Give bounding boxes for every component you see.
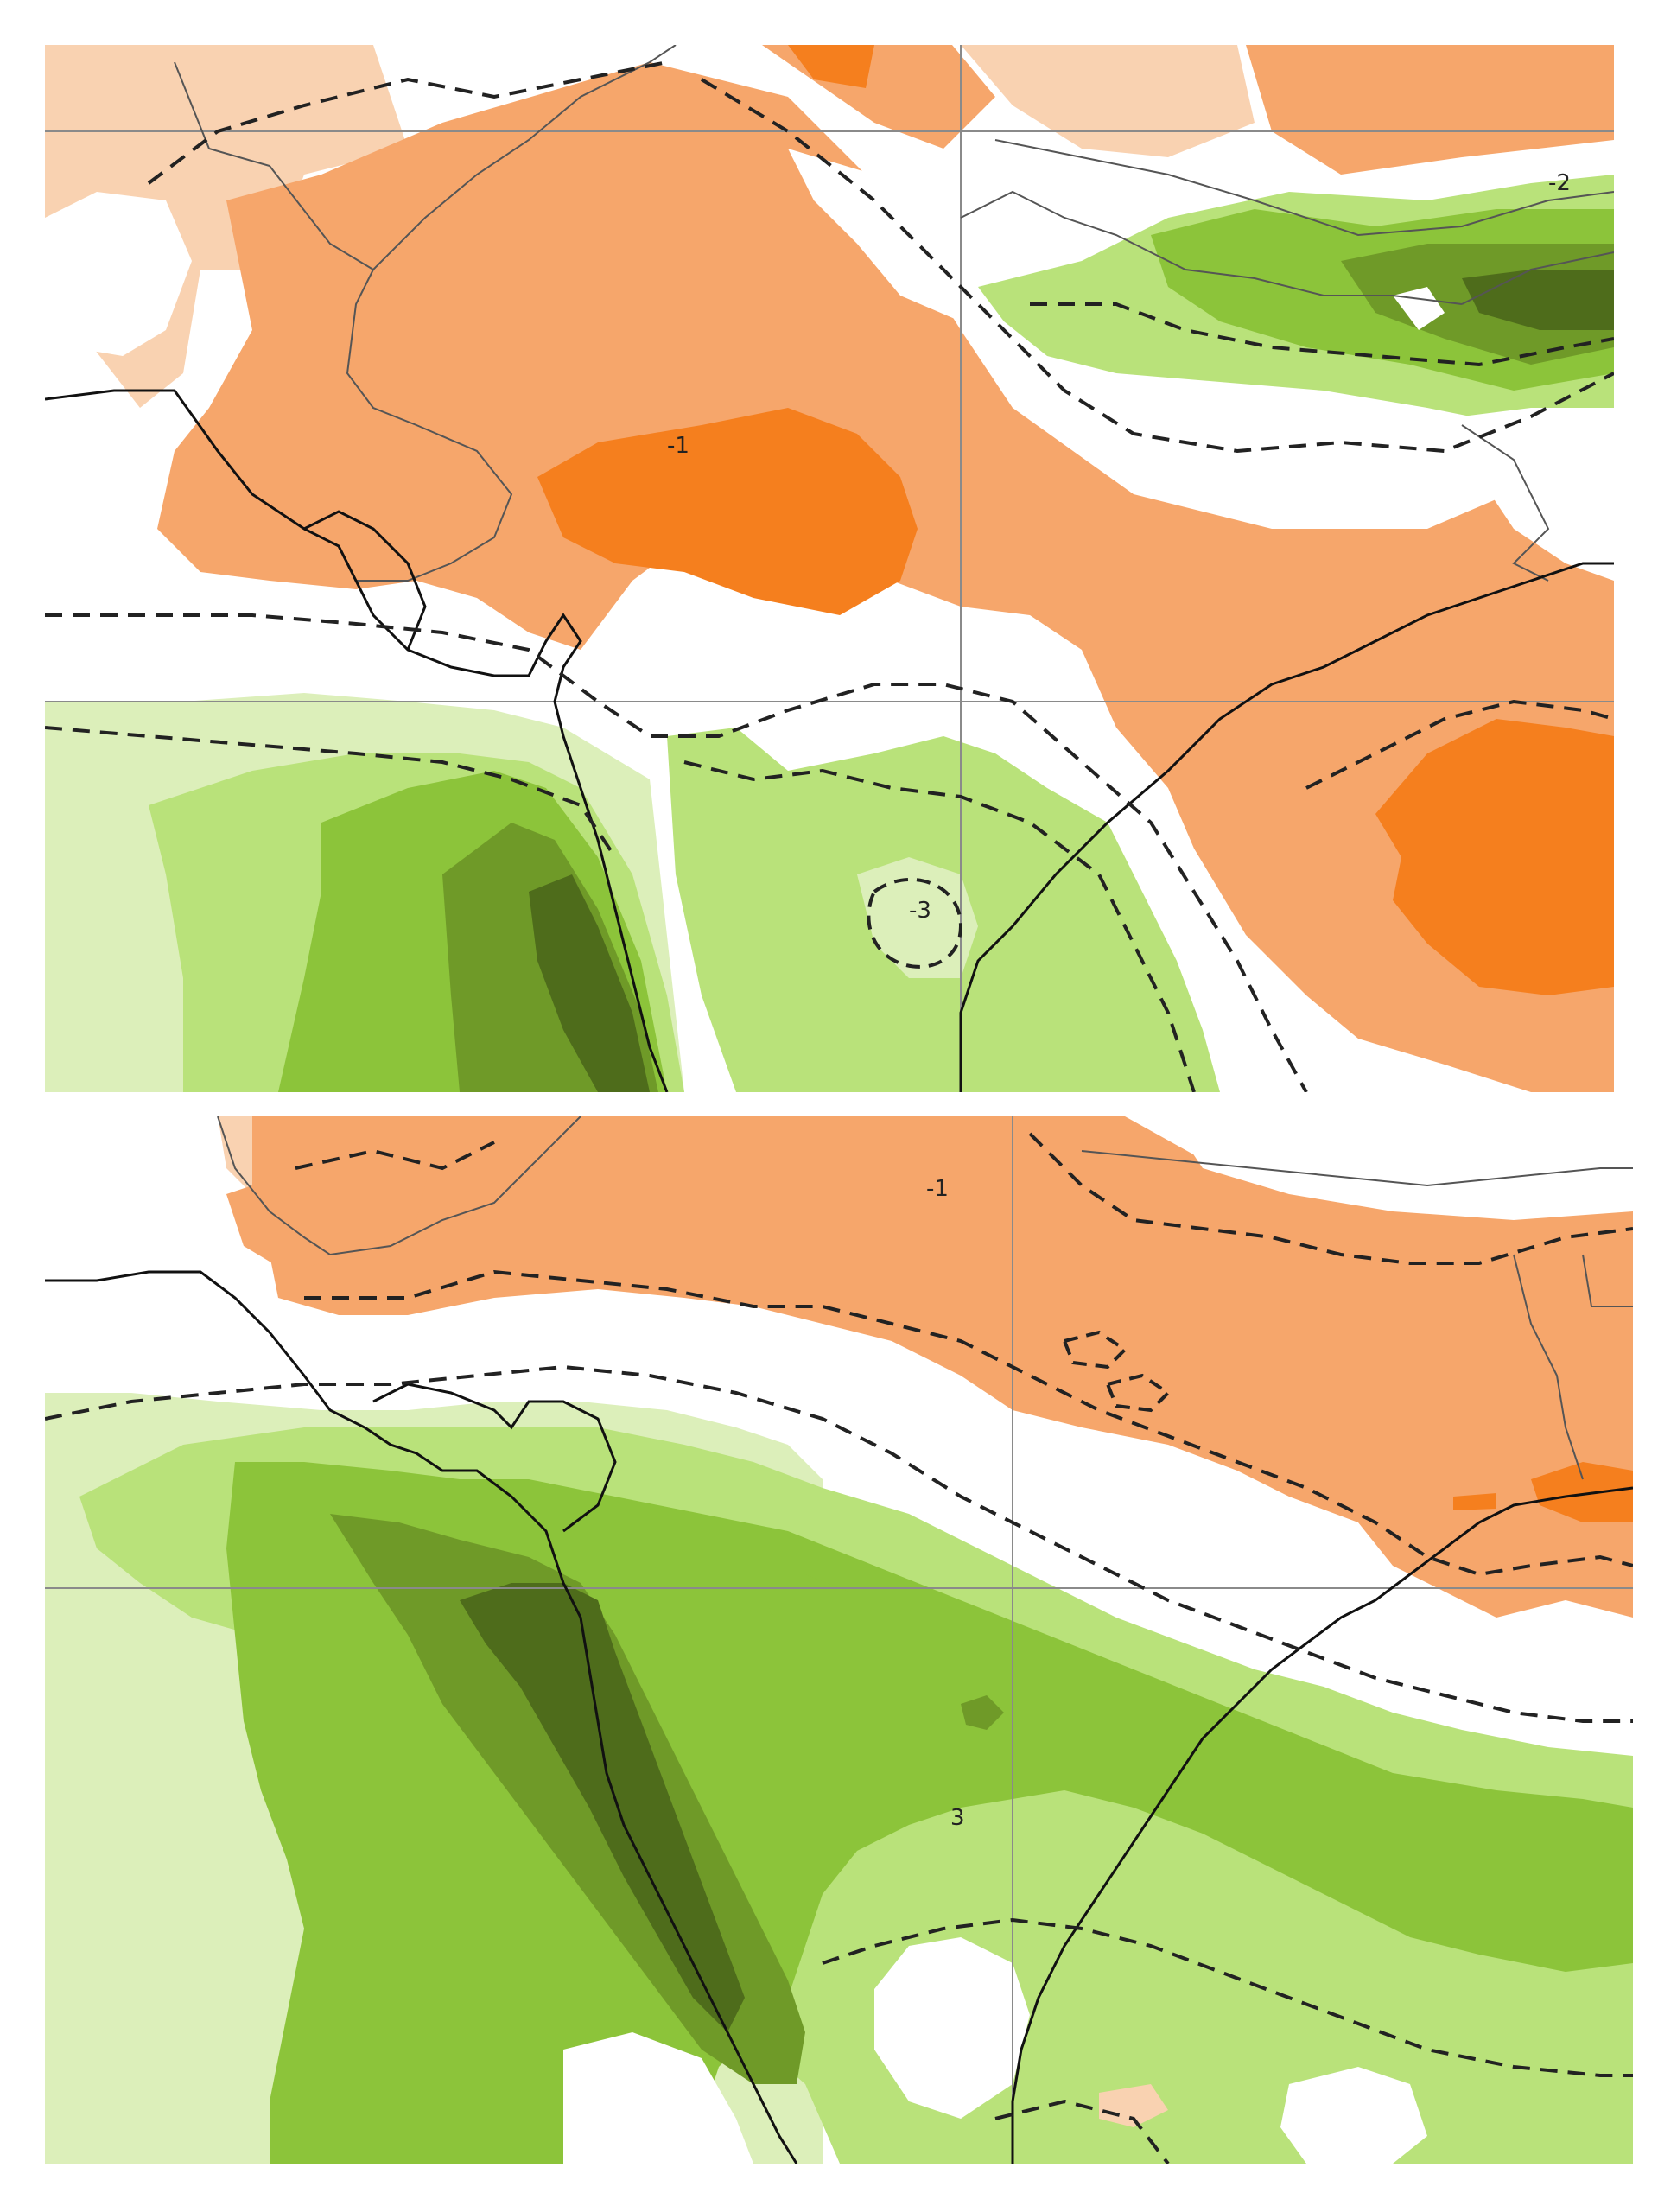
dashed-contour-green-main xyxy=(45,1364,1633,1723)
dashed-contour-orange-boundary xyxy=(304,1269,1633,1577)
map-top-svg: -1 -3 -2 xyxy=(45,45,1614,1092)
neutral-white-southeast xyxy=(874,1937,1030,2119)
anomaly-green-deep-main xyxy=(460,1583,745,2032)
dashed-contour-north xyxy=(295,1132,1633,1265)
map-panel-bottom: -1 3 xyxy=(45,1116,1633,2164)
country-border-northeast xyxy=(1513,1254,1633,1480)
country-border-nepal xyxy=(960,190,1463,305)
coastline-gujarat xyxy=(372,1382,617,1533)
map-bottom-svg: -1 3 xyxy=(45,1116,1633,2164)
dashed-contour-orange-boundary xyxy=(45,613,1308,1092)
neutral-white-band xyxy=(45,1272,1633,1738)
anomaly-green-deep-sw xyxy=(529,874,650,1092)
coastline-india-west xyxy=(45,1270,798,2164)
anomaly-strong-orange-centre xyxy=(537,408,918,615)
neutral-white-band xyxy=(45,581,1289,1092)
country-border-india-north xyxy=(346,269,513,582)
country-border-northeast xyxy=(1461,251,1614,582)
neutral-white-south xyxy=(563,2032,753,2164)
country-border-tibet xyxy=(1081,1150,1633,1187)
anomaly-light-orange-south xyxy=(1099,2084,1168,2127)
country-border-pakistan xyxy=(217,1116,581,1256)
anomaly-orange-northwest xyxy=(226,1151,434,1272)
contour-label: 3 xyxy=(950,1805,965,1831)
anomaly-orange-main-band xyxy=(157,62,1614,1092)
dashed-contour-small-loop xyxy=(867,877,963,969)
anomaly-orange-upper-right xyxy=(1246,45,1614,175)
neutral-white-tibet xyxy=(1125,1116,1633,1211)
anomaly-green-dark-spot xyxy=(961,1695,1004,1730)
neutral-white-southeast-2 xyxy=(1280,2067,1427,2164)
anomaly-strong-orange-east xyxy=(1375,719,1614,995)
neutral-white-nw xyxy=(45,192,192,356)
contour-label: -2 xyxy=(1548,170,1571,196)
contour-label: -3 xyxy=(909,898,931,924)
dashed-contour-green-ne xyxy=(1030,302,1614,367)
dashed-contour-south xyxy=(822,1917,1633,2077)
dashed-contour-loops xyxy=(1062,1330,1172,1413)
dashed-contour-green-sw xyxy=(45,726,617,859)
dashed-contour-green-central xyxy=(683,760,1196,1092)
anomaly-strong-orange-east xyxy=(1531,1462,1633,1522)
neutral-white-nw xyxy=(45,1116,226,1220)
country-border-pakistan xyxy=(174,45,677,271)
country-border-tibet xyxy=(994,139,1614,237)
coastline-gujarat-kutch xyxy=(303,510,427,651)
contour-label: -1 xyxy=(667,433,689,459)
anomaly-light-orange-n xyxy=(961,45,1255,157)
coastline-india-east xyxy=(1011,1486,1633,2164)
anomaly-green-pale-central xyxy=(857,857,978,978)
dashed-contour-southeast xyxy=(994,2099,1170,2164)
neutral-white-ne xyxy=(788,149,978,321)
dashed-contour-north-band xyxy=(147,60,1614,454)
contour-label: -1 xyxy=(926,1176,949,1202)
anomaly-strong-orange-top xyxy=(788,45,874,88)
coastline-india-west-east xyxy=(45,389,1614,1092)
map-panel-top: -1 -3 -2 xyxy=(45,45,1614,1092)
dashed-contour-east-loop xyxy=(1305,699,1614,790)
anomaly-strong-orange-dot xyxy=(1453,1493,1496,1510)
